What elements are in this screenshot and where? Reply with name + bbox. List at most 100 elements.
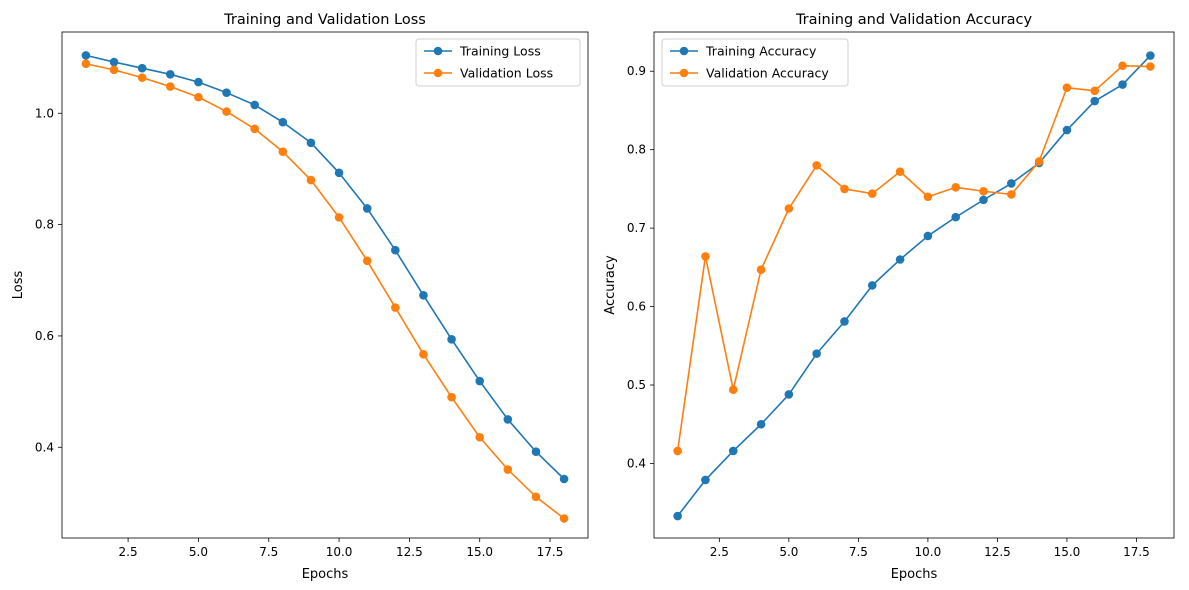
data-point [278, 117, 288, 127]
axes-frame [61, 31, 589, 539]
data-point [222, 107, 231, 116]
data-point [165, 82, 175, 91]
legend-marker [433, 68, 443, 78]
series-line [676, 64, 1151, 452]
legend-box [661, 38, 849, 87]
data-point [756, 419, 766, 429]
legend-box [415, 38, 581, 87]
x-tick-label: 5.0 [779, 545, 798, 559]
data-point [559, 514, 569, 523]
data-point [895, 255, 905, 264]
data-point [559, 474, 569, 484]
accuracy-plot-area [654, 32, 1174, 538]
chart-title: Training and Validation Accuracy [795, 12, 1033, 28]
data-point [1090, 96, 1100, 106]
data-point [109, 57, 119, 67]
data-point [979, 186, 988, 196]
accuracy-chart: 2.5 5.0 7.5 10.0 12.5 15.0 17.5 0.4 0.5 0.6 0.7 0.8… [603, 12, 1175, 582]
x-tick-label: 17.5 [537, 545, 564, 559]
loss-chart: 2.5 5.0 7.5 10.0 12.5 15.0 17.5 0.4 0.6 0.8 1.0 Tra… [11, 12, 589, 582]
data-point [867, 189, 877, 198]
legend-label: Training Loss [459, 44, 541, 59]
data-point [951, 212, 961, 222]
data-point [840, 317, 849, 326]
x-tick-label: 10.0 [326, 545, 353, 559]
data-point [1146, 51, 1155, 60]
data-point [391, 303, 400, 312]
legend-marker [679, 68, 689, 78]
data-point [250, 124, 259, 134]
data-point [1034, 157, 1044, 166]
data-point [812, 349, 821, 358]
data-point [503, 415, 513, 424]
y-tick-label: 0.7 [627, 221, 646, 235]
data-point [531, 492, 541, 502]
series-line [85, 54, 565, 480]
data-point [867, 281, 877, 290]
data-point [1062, 125, 1072, 135]
data-point [81, 59, 91, 69]
legend-marker [433, 46, 443, 56]
data-point [1118, 61, 1127, 71]
data-point [306, 175, 316, 185]
legend-label: Training Accuracy [705, 44, 817, 59]
data-point [475, 432, 485, 442]
legend-label: Validation Loss [460, 66, 553, 81]
legend-marker [679, 46, 689, 56]
data-point [1007, 179, 1016, 188]
data-point [81, 51, 91, 60]
y-tick-label: 0.6 [627, 300, 646, 314]
data-point [673, 446, 682, 456]
data-point [419, 350, 428, 359]
data-point [1146, 62, 1155, 71]
data-point [728, 385, 738, 395]
x-tick-label: 12.5 [984, 545, 1011, 559]
data-point [137, 73, 147, 82]
data-point [1090, 86, 1100, 96]
y-tick-label: 0.8 [627, 143, 646, 157]
data-point [362, 256, 372, 266]
data-point [979, 195, 988, 205]
y-tick-label: 1.0 [35, 106, 54, 120]
data-point [531, 447, 541, 457]
data-point [756, 265, 766, 275]
data-point [728, 446, 738, 456]
data-point [951, 183, 961, 192]
series-line [85, 62, 565, 520]
data-point [306, 138, 316, 148]
x-tick-label: 10.0 [915, 545, 942, 559]
data-point [701, 252, 710, 261]
y-tick-label: 0.5 [627, 378, 646, 392]
data-point [923, 192, 933, 202]
data-point [109, 65, 119, 75]
data-point [812, 161, 821, 170]
data-point [1007, 190, 1016, 199]
data-point [137, 63, 147, 73]
x-tick-label: 2.5 [119, 545, 138, 559]
x-tick-label: 7.5 [259, 545, 278, 559]
data-point [923, 231, 933, 241]
data-point [1118, 80, 1127, 89]
y-tick-label: 0.4 [35, 440, 54, 454]
data-point [673, 511, 682, 521]
data-point [840, 184, 849, 194]
x-tick-label: 5.0 [189, 545, 208, 559]
axes-frame [653, 31, 1175, 539]
chart-title: Training and Validation Loss [223, 12, 426, 28]
x-axis-label: Epochs [302, 567, 349, 582]
x-axis-label: Epochs [891, 567, 938, 582]
data-point [334, 168, 344, 178]
y-tick-label: 0.4 [627, 456, 646, 470]
data-point [250, 100, 259, 110]
x-tick-label: 7.5 [849, 545, 868, 559]
y-tick-label: 0.8 [35, 218, 54, 232]
y-axis-label: Accuracy [603, 255, 618, 315]
data-point [503, 465, 513, 474]
data-point [194, 92, 203, 102]
data-point [391, 245, 400, 255]
x-tick-label: 2.5 [710, 545, 729, 559]
data-point [895, 167, 905, 176]
data-point [165, 70, 175, 79]
data-point [419, 290, 428, 300]
